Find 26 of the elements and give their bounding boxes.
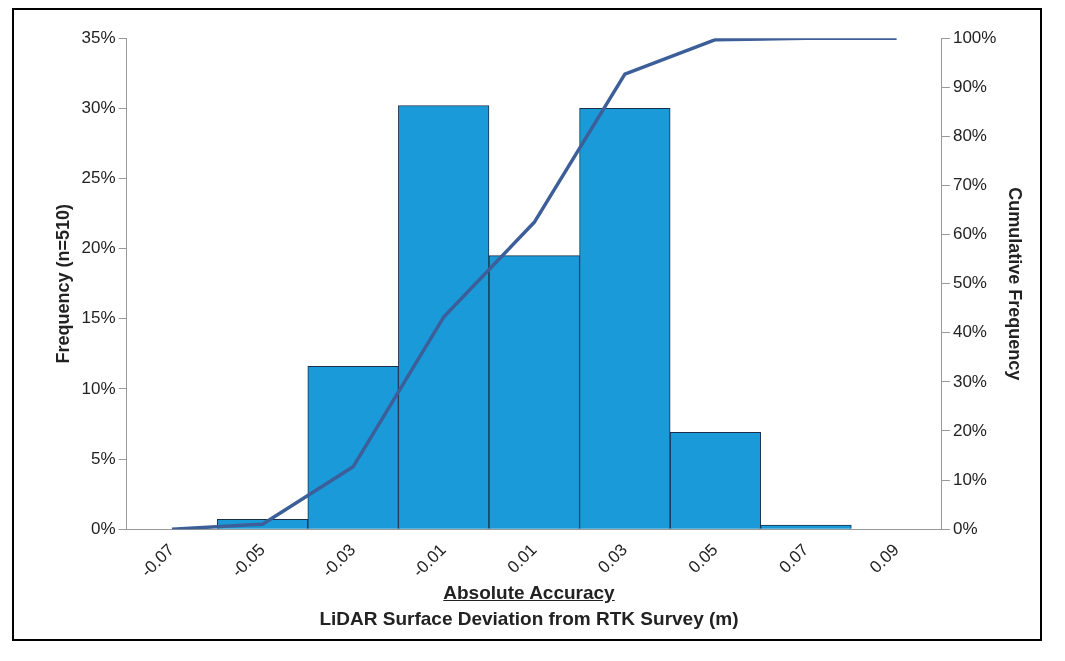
y-tick-label: 5% — [91, 448, 116, 468]
x-axis-title: Absolute Accuracy — [442, 582, 616, 604]
y-tick-label: 20% — [81, 238, 116, 258]
y2-tick-label: 100% — [952, 27, 997, 47]
y2-tick-label: 60% — [952, 224, 987, 244]
y-tick-label: 25% — [81, 168, 116, 188]
y2-tick-label: 90% — [952, 76, 987, 96]
x-tick-label: 0.09 — [865, 540, 903, 577]
y2-tick-label: 20% — [952, 420, 987, 440]
y2-tick-label: 40% — [952, 322, 987, 342]
x-tick-label: 0.01 — [503, 540, 541, 577]
y2-tick-label: 50% — [952, 273, 987, 293]
y-tick-label: 15% — [81, 308, 116, 328]
y2-axis-title: Cumulative Frequency — [1005, 187, 1026, 381]
y-tick-label: 0% — [91, 518, 116, 538]
y2-tick-label: 10% — [952, 469, 987, 489]
text: LiDAR Surface Deviation from RTK Survey (m) — [318, 608, 740, 630]
y-tick-label: 35% — [81, 27, 116, 47]
y-axis-title: Frequency (n=510) — [52, 203, 73, 364]
x-tick-label: 0.03 — [594, 540, 631, 577]
y-tick-label: 10% — [81, 378, 116, 398]
y2-tick-label: 70% — [952, 175, 987, 195]
y2-tick-label: 0% — [952, 518, 978, 538]
y2-tick-label: 80% — [952, 126, 987, 146]
y2-tick-label: 30% — [952, 371, 987, 391]
y-tick-label: 30% — [81, 98, 116, 118]
